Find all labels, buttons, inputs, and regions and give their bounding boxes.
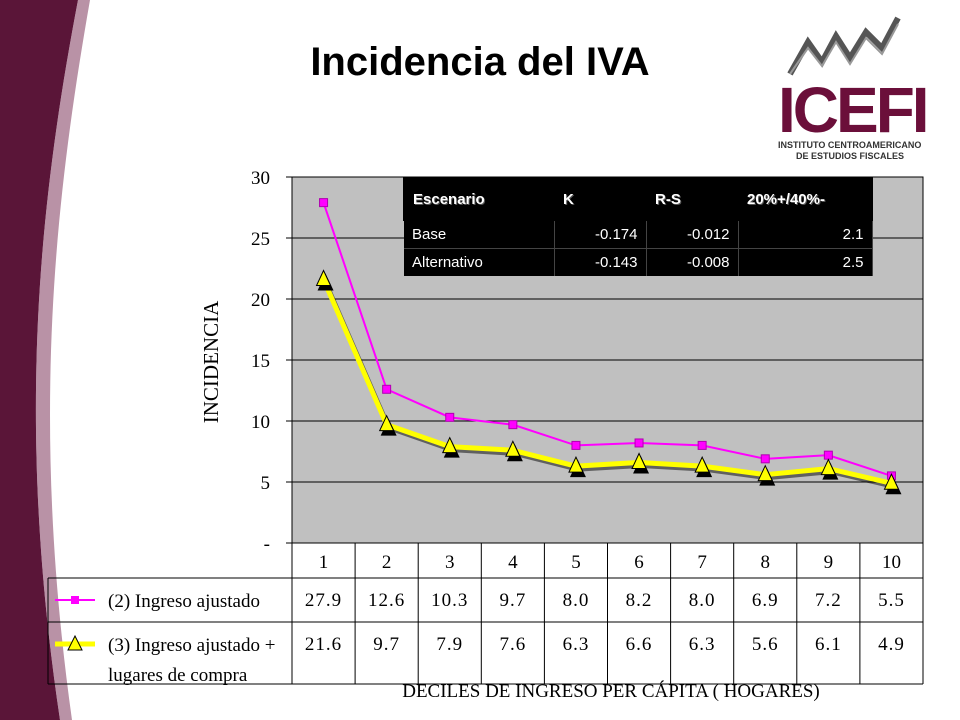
- row-alternativo-label: Alternativo: [404, 248, 555, 276]
- table-row: Alternativo -0.143 -0.008 2.5: [404, 248, 873, 276]
- triangle-marker: [631, 452, 647, 469]
- triangle-marker: [378, 414, 395, 432]
- triangle-marker: [315, 269, 332, 286]
- square-marker: [445, 412, 455, 422]
- icefi-logo: ICEFI INSTITUTO CENTROAMERICANO DE ESTUD…: [778, 16, 930, 161]
- data-table-cell: 6.6: [626, 634, 653, 655]
- triangle-marker: [568, 455, 584, 473]
- y-axis-label: INCIDENCIA: [199, 300, 223, 423]
- data-table-cell: 9.7: [499, 590, 526, 611]
- data-table-cell: 8.0: [563, 590, 590, 611]
- y-tick-label: 15: [251, 351, 270, 372]
- square-marker: [760, 454, 770, 464]
- data-table-cell: 21.6: [305, 634, 342, 655]
- x-category-label: 1: [319, 552, 329, 573]
- x-axis-label: DECILES DE INGRESO PER CÁPITA ( HOGARES): [402, 680, 820, 702]
- row-base-label: Base: [404, 219, 555, 249]
- legend-square-marker: [71, 596, 79, 604]
- logo-subtitle-line1: INSTITUTO CENTROAMERICANO: [778, 140, 921, 150]
- x-category-label: 3: [445, 552, 455, 573]
- row-base-20-40: 2.1: [738, 219, 873, 249]
- y-tick-label: -: [264, 534, 270, 555]
- y-tick-label: 5: [261, 473, 271, 494]
- square-marker: [382, 384, 392, 394]
- square-marker: [634, 438, 644, 448]
- left-swoosh-decoration: [0, 0, 90, 720]
- data-table-cell: 7.6: [499, 634, 526, 655]
- x-category-label: 10: [882, 552, 901, 573]
- square-marker: [571, 440, 581, 450]
- x-category-label: 4: [508, 552, 518, 573]
- row-alternativo-r-s: -0.008: [646, 248, 739, 276]
- logo-subtitle-line2: DE ESTUDIOS FISCALES: [796, 151, 904, 161]
- y-tick-label: 20: [251, 290, 270, 311]
- legend-label-continuation: lugares de compra: [108, 665, 248, 686]
- header-r-s: R-S: [645, 177, 739, 221]
- data-table-cell: 8.2: [626, 590, 653, 611]
- triangle-marker: [820, 458, 837, 476]
- row-alternativo-20-40: 2.5: [738, 248, 873, 276]
- data-table-cell: 6.9: [752, 590, 779, 611]
- header-k: K: [553, 177, 647, 221]
- row-base-r-s: -0.012: [646, 219, 739, 249]
- square-marker: [697, 440, 707, 450]
- data-table-cell: 8.0: [689, 590, 716, 611]
- x-category-label: 8: [761, 552, 771, 573]
- logo-zigzag-icon: [787, 16, 901, 76]
- data-table-cell: 5.6: [752, 634, 779, 655]
- data-table-cell: 6.3: [689, 634, 716, 655]
- legend-label-adjusted-plus-purchase: (3) Ingreso ajustado +: [108, 635, 275, 656]
- slide-title: Incidencia del IVA: [310, 40, 650, 84]
- triangle-marker: [441, 436, 458, 454]
- triangle-marker: [694, 455, 710, 473]
- y-tick-label: 25: [251, 229, 270, 250]
- logo-name: ICEFI: [778, 74, 927, 146]
- table-row: Base -0.174 -0.012 2.1: [404, 219, 873, 249]
- scenario-table: Escenario K R-S 20%+/40%- Base -0.174 -0…: [403, 177, 873, 276]
- series-line-adjusted-income: [322, 202, 892, 477]
- square-marker: [508, 420, 518, 430]
- square-marker: [823, 450, 833, 460]
- legend-label-adjusted-income: (2) Ingreso ajustado: [108, 591, 260, 612]
- data-table-cell: 4.9: [878, 634, 905, 655]
- data-table-cell: 6.1: [815, 634, 842, 655]
- triangle-marker: [757, 464, 774, 482]
- x-category-label: 9: [824, 552, 834, 573]
- x-category-label: 2: [382, 552, 392, 573]
- row-base-k: -0.174: [554, 219, 647, 249]
- x-category-label: 5: [571, 552, 581, 573]
- data-table-cell: 9.7: [373, 634, 400, 655]
- row-alternativo-k: -0.143: [554, 248, 647, 276]
- scenario-table-header-row: Escenario K R-S 20%+/40%-: [403, 177, 873, 221]
- data-table-cell: 7.2: [815, 590, 842, 611]
- data-table-cell: 5.5: [878, 590, 905, 611]
- data-table-cell: 7.9: [436, 634, 463, 655]
- series-line-adjusted-plus-purchase: [321, 278, 893, 486]
- data-table-cell: 10.3: [431, 590, 468, 611]
- data-table-cell: 6.3: [563, 634, 590, 655]
- triangle-marker: [883, 473, 900, 490]
- data-table-cell: 12.6: [368, 590, 405, 611]
- header-20-40: 20%+/40%-: [737, 177, 873, 221]
- triangle-marker: [505, 440, 521, 457]
- square-marker: [319, 198, 329, 208]
- y-tick-label: 10: [251, 412, 270, 433]
- data-table-cell: 27.9: [305, 590, 342, 611]
- y-tick-label: 30: [251, 168, 270, 189]
- x-category-label: 6: [634, 552, 644, 573]
- x-category-label: 7: [697, 552, 707, 573]
- header-escenario: Escenario: [403, 177, 555, 221]
- legend-triangle-marker: [67, 634, 83, 651]
